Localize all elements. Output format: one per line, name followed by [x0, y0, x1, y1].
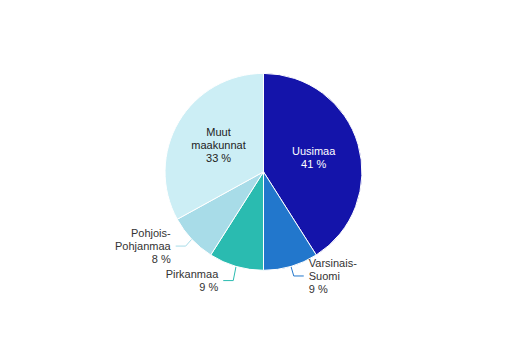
svg-text:9 %: 9 % — [199, 281, 218, 293]
svg-text:Varsinais-: Varsinais- — [309, 257, 357, 269]
svg-text:Pohjois-: Pohjois- — [131, 227, 171, 239]
svg-text:8 %: 8 % — [152, 253, 171, 265]
svg-text:Pirkanmaa: Pirkanmaa — [166, 268, 219, 280]
svg-text:Suomi: Suomi — [309, 270, 340, 282]
svg-text:Muut: Muut — [206, 126, 230, 138]
svg-text:41 %: 41 % — [301, 158, 326, 170]
svg-text:33 %: 33 % — [206, 152, 231, 164]
svg-text:Uusimaa: Uusimaa — [292, 145, 336, 157]
svg-text:maakunnat: maakunnat — [191, 139, 245, 151]
svg-text:9 %: 9 % — [309, 283, 328, 295]
svg-text:Pohjanmaa: Pohjanmaa — [115, 240, 172, 252]
